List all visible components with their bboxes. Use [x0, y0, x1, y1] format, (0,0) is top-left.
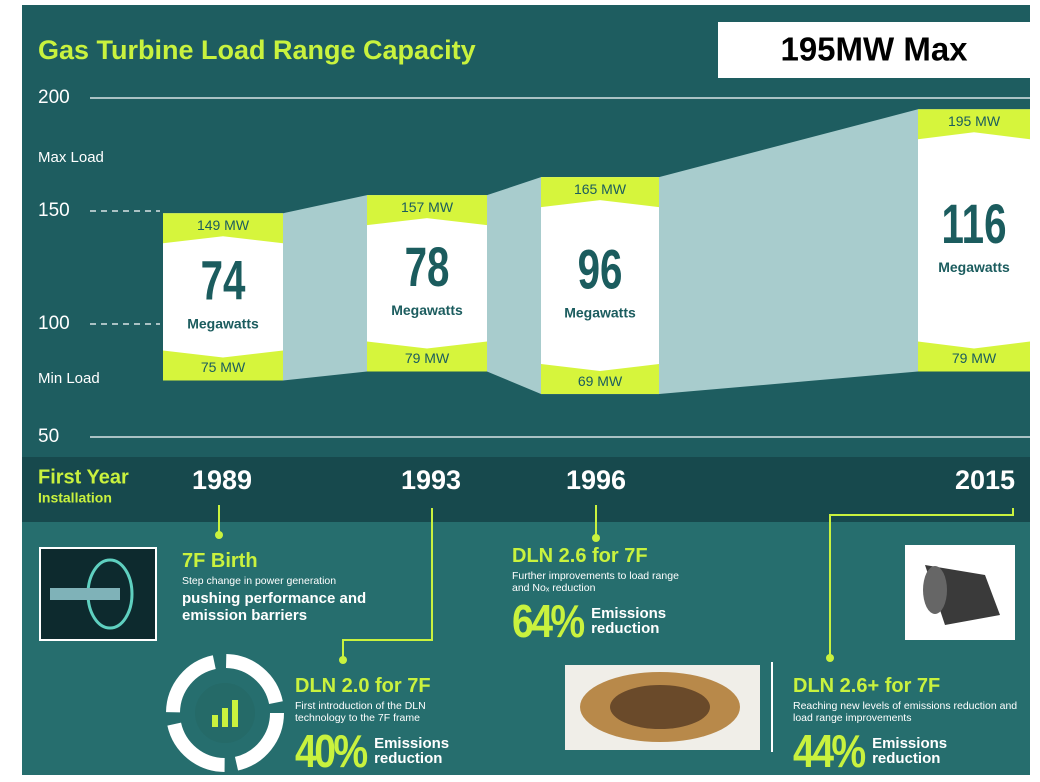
- year-strip: [22, 457, 1030, 522]
- turbine-image-1989: [40, 548, 156, 640]
- range-connector: [283, 195, 367, 380]
- stat: 44% Emissions reduction: [793, 728, 1023, 774]
- min-value-label: 79 MW: [405, 350, 450, 366]
- max-value-label: 195 MW: [948, 113, 1001, 129]
- span-value: 116: [941, 194, 1006, 256]
- milestone: 7F Birth Step change in power generation…: [182, 550, 402, 624]
- dot: [215, 531, 223, 539]
- milestone-title: 7F Birth: [182, 550, 402, 572]
- nozzle-image-2015: [905, 545, 1015, 640]
- span-unit: Megawatts: [391, 302, 463, 318]
- stat-label: Emissions reduction: [374, 736, 454, 766]
- min-value-label: 69 MW: [578, 373, 623, 389]
- min-value-label: 79 MW: [952, 350, 997, 366]
- stat-value: 40%: [295, 728, 366, 774]
- series-label: Min Load: [38, 370, 100, 387]
- min-value-label: 75 MW: [201, 359, 246, 375]
- x-tick-label: 1989: [192, 465, 252, 495]
- x-axis-sublabel: Installation: [38, 490, 112, 506]
- milestone-highlight: pushing performance and emission barrier…: [182, 590, 382, 624]
- dot: [592, 534, 600, 542]
- series-label: Max Load: [38, 149, 104, 166]
- span-unit: Megawatts: [564, 304, 636, 320]
- stat-value: 64%: [512, 598, 583, 644]
- stat-label: Emissions reduction: [872, 736, 952, 766]
- dot: [826, 654, 834, 662]
- max-value-label: 157 MW: [401, 199, 454, 215]
- milestone-title: DLN 2.6+ for 7F: [793, 675, 1023, 697]
- milestone-title: DLN 2.6 for 7F: [512, 545, 682, 567]
- span-unit: Megawatts: [187, 316, 259, 332]
- combustor-image-1996: [565, 662, 772, 752]
- max-value-label: 165 MW: [574, 181, 627, 197]
- page: {"chart_data": { "type": "range", "title…: [0, 0, 1040, 782]
- span-value: 78: [405, 237, 450, 299]
- chart-title: Gas Turbine Load Range Capacity: [38, 35, 476, 65]
- chart-subtitle: 195MW Max: [780, 31, 968, 68]
- milestone-description: Further improvements to load range and N…: [512, 570, 682, 594]
- milestone: DLN 2.6+ for 7F Reaching new levels of e…: [793, 675, 1023, 774]
- x-tick-label: 1996: [566, 465, 626, 495]
- milestone-description: Step change in power generation: [182, 575, 402, 587]
- milestone-description: Reaching new levels of emissions reducti…: [793, 700, 1023, 724]
- milestone: DLN 2.0 for 7F First introduction of the…: [295, 675, 475, 774]
- x-axis-label: First Year: [38, 466, 129, 488]
- y-tick-label: 150: [38, 200, 70, 221]
- range-connector: [487, 177, 541, 394]
- milestone-description: First introduction of the DLN technology…: [295, 700, 475, 724]
- stat-value: 44%: [793, 728, 864, 774]
- max-value-label: 149 MW: [197, 217, 250, 233]
- stat: 64% Emissions reduction: [512, 598, 682, 644]
- milestone: DLN 2.6 for 7F Further improvements to l…: [512, 545, 682, 644]
- span-value: 96: [578, 239, 623, 301]
- x-tick-label: 1993: [401, 465, 461, 495]
- span-value: 74: [201, 250, 246, 312]
- span-unit: Megawatts: [938, 259, 1010, 275]
- stat-label: Emissions reduction: [591, 606, 671, 636]
- chart: Gas Turbine Load Range Capacity 195MW Ma…: [0, 0, 1040, 782]
- milestone-title: DLN 2.0 for 7F: [295, 675, 475, 697]
- y-tick-label: 200: [38, 87, 70, 108]
- y-tick-label: 100: [38, 313, 70, 334]
- y-tick-label: 50: [38, 426, 59, 447]
- x-tick-label: 2015: [955, 465, 1015, 495]
- stat: 40% Emissions reduction: [295, 728, 475, 774]
- dot: [339, 656, 347, 664]
